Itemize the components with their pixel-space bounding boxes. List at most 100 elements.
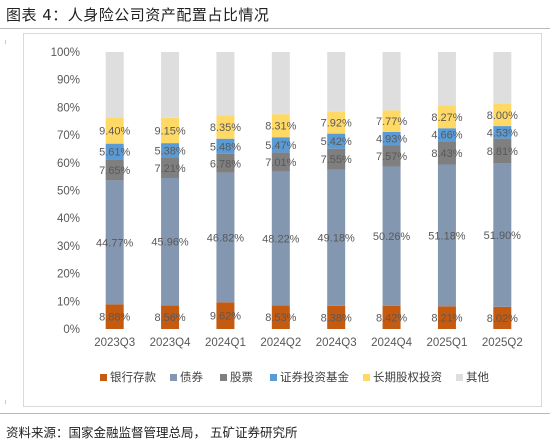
data-label: 4.66% xyxy=(431,130,462,142)
y-tick-label: 80% xyxy=(57,102,80,114)
data-label: 9.15% xyxy=(154,125,185,137)
bar-segment xyxy=(327,148,346,170)
bar-segment xyxy=(382,52,401,111)
y-tick-label: 100% xyxy=(51,47,80,59)
bar-segment xyxy=(216,172,235,303)
data-label: 8.81% xyxy=(487,146,518,158)
title-divider xyxy=(0,28,550,29)
y-tick-label: 50% xyxy=(57,186,80,198)
data-label: 4.93% xyxy=(376,134,407,146)
x-tick-label: 2025Q2 xyxy=(482,337,523,349)
data-label: 7.01% xyxy=(265,157,296,169)
data-label: 7.21% xyxy=(154,163,185,175)
bar-segment xyxy=(493,52,512,104)
bar-segment xyxy=(271,171,290,306)
bar-segment xyxy=(161,158,180,178)
data-label: 9.62% xyxy=(210,311,241,323)
bar-segment xyxy=(271,52,290,115)
data-label: 5.42% xyxy=(321,136,352,148)
bar-segment xyxy=(493,163,512,307)
legend-swatch xyxy=(170,374,177,381)
bar-segment xyxy=(105,117,124,144)
bar-segment xyxy=(105,180,124,305)
legend-swatch xyxy=(220,374,227,381)
bar-segment xyxy=(493,306,512,329)
legend-swatch xyxy=(270,374,277,381)
margin-tick xyxy=(5,400,6,404)
bar-segment xyxy=(437,164,456,307)
bar-segment xyxy=(382,145,401,167)
data-label: 8.35% xyxy=(210,122,241,134)
data-label: 6.78% xyxy=(210,158,241,170)
legend-label: 证券投资基金 xyxy=(280,370,349,384)
data-label: 50.26% xyxy=(373,231,411,243)
data-label: 5.47% xyxy=(265,140,296,152)
data-label: 8.21% xyxy=(431,313,462,325)
bar-segment xyxy=(216,153,235,173)
bar-segment xyxy=(493,103,512,127)
bar-segment xyxy=(105,304,124,329)
bar-segment xyxy=(327,111,346,134)
bar-segment xyxy=(216,52,235,116)
legend-label: 股票 xyxy=(230,371,253,384)
y-tick-label: 30% xyxy=(57,241,80,253)
data-label: 8.53% xyxy=(265,312,296,324)
source-divider xyxy=(0,413,550,414)
data-label: 4.53% xyxy=(487,127,518,139)
bar-segment xyxy=(271,305,290,329)
legend-label: 其他 xyxy=(466,371,489,384)
data-label: 8.42% xyxy=(376,312,407,324)
chart-title: 图表 4：人身险公司资产配置占比情况 xyxy=(6,6,270,24)
data-label: 46.82% xyxy=(207,233,245,245)
bar-segment xyxy=(327,169,346,306)
data-label: 49.18% xyxy=(318,233,356,245)
bar-segment xyxy=(437,306,456,329)
data-label: 8.56% xyxy=(154,312,185,324)
data-label: 5.48% xyxy=(210,141,241,153)
data-label: 8.00% xyxy=(487,110,518,122)
bar-segment xyxy=(493,138,512,164)
data-label: 8.43% xyxy=(431,148,462,160)
bar-segment xyxy=(437,52,456,106)
bar-segment xyxy=(161,52,180,118)
x-tick-label: 2024Q2 xyxy=(260,337,301,349)
data-label: 7.77% xyxy=(376,116,407,128)
y-tick-label: 40% xyxy=(57,213,80,225)
x-tick-label: 2024Q4 xyxy=(371,337,413,349)
bar-segment xyxy=(327,305,346,329)
y-tick-label: 20% xyxy=(57,269,80,281)
bar-segment xyxy=(437,105,456,129)
data-label: 44.77% xyxy=(96,237,134,249)
bar-segment xyxy=(437,128,456,142)
bar-segment xyxy=(216,115,235,139)
legend-label: 长期股权投资 xyxy=(373,370,442,384)
bar-segment xyxy=(437,141,456,165)
legend-swatch xyxy=(100,374,107,381)
data-label: 8.38% xyxy=(321,312,352,324)
legend-swatch xyxy=(456,374,463,381)
legend-label: 银行存款 xyxy=(110,370,156,384)
data-label: 51.18% xyxy=(428,230,466,242)
bar-segment xyxy=(382,166,401,306)
data-label: 8.27% xyxy=(431,112,462,124)
bar-segment xyxy=(216,138,235,154)
bar-segment xyxy=(161,305,180,329)
data-label: 9.40% xyxy=(99,126,130,138)
bar-segment xyxy=(216,302,235,329)
bar-segment xyxy=(161,177,180,306)
margin-tick xyxy=(5,40,6,44)
bar-segment xyxy=(382,305,401,329)
bar-segment xyxy=(161,117,180,144)
x-tick-label: 2024Q3 xyxy=(316,337,357,349)
chart-frame xyxy=(23,33,542,407)
legend-label: 债券 xyxy=(180,370,203,384)
source-note: 资料来源：国家金融监督管理总局， 五矿证券研究所 xyxy=(6,425,298,440)
data-label: 8.31% xyxy=(265,121,296,133)
data-label: 5.38% xyxy=(154,146,185,158)
data-label: 7.55% xyxy=(321,154,352,166)
data-label: 5.61% xyxy=(99,146,130,158)
y-tick-label: 70% xyxy=(57,130,80,142)
bar-segment xyxy=(271,152,290,172)
bar-segment xyxy=(105,143,124,160)
